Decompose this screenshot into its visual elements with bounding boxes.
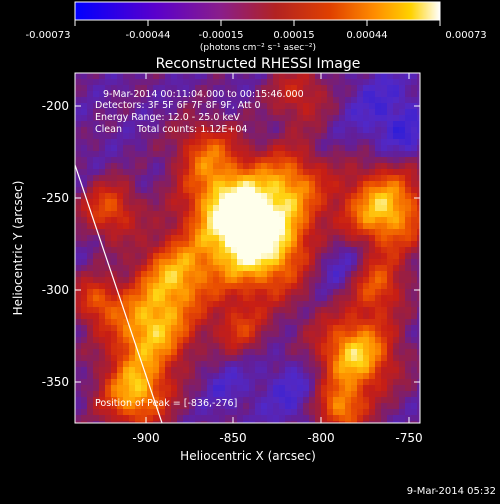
- peak-position: Position of Peak = [-836,-276]: [95, 398, 237, 409]
- x-tick-label: -750: [395, 431, 422, 445]
- x-tick-label: -900: [132, 431, 159, 445]
- colorbar-tick-label: -0.00015: [199, 30, 244, 41]
- time-range: 9-Mar-2014 00:11:04.000 to 00:15:46.000: [103, 89, 304, 100]
- detectors: Detectors: 3F 5F 6F 7F 8F 9F, Att 0: [95, 100, 261, 111]
- colorbar-tick-label: 0.00015: [273, 30, 314, 41]
- timestamp: 9-Mar-2014 05:32: [407, 486, 496, 497]
- image-pixels: [75, 73, 420, 423]
- rhessi-image: [75, 73, 420, 423]
- y-tick-label: -300: [42, 283, 69, 297]
- x-axis-label: Heliocentric X (arcsec): [180, 449, 316, 463]
- image-title: Reconstructed RHESSI Image: [156, 56, 361, 72]
- solar-limb-line: [75, 164, 163, 423]
- y-tick-label: -350: [42, 375, 69, 389]
- clean-counts: Clean Total counts: 1.12E+04: [95, 124, 247, 135]
- colorbar-tick-label: -0.00073: [26, 30, 71, 41]
- colorbar: -0.00073 -0.00044 -0.00015 0.00015 0.000…: [26, 1, 487, 53]
- y-tick-label: -250: [42, 191, 69, 205]
- colorbar-tick-label: 0.00073: [445, 30, 486, 41]
- x-tick-label: -850: [219, 431, 246, 445]
- colorbar-tick-label: -0.00044: [126, 30, 171, 41]
- plot-frame: [74, 72, 421, 424]
- colorbar-gradient: [74, 1, 441, 21]
- x-axis: -900 -850 -800 -750 Heliocentric X (arcs…: [132, 73, 423, 463]
- y-axis-label: Heliocentric Y (arcsec): [11, 181, 25, 316]
- energy-range: Energy Range: 12.0 - 25.0 keV: [95, 112, 240, 123]
- y-tick-label: -200: [42, 99, 69, 113]
- info-block: 9-Mar-2014 00:11:04.000 to 00:15:46.000 …: [95, 89, 304, 135]
- colorbar-units: (photons cm⁻² s⁻¹ asec⁻²): [200, 43, 316, 53]
- colorbar-ticks: [74, 20, 441, 26]
- y-axis: -200 -250 -300 -350 Heliocentric Y (arcs…: [11, 99, 420, 389]
- colorbar-tick-label: 0.00044: [346, 30, 387, 41]
- x-tick-label: -800: [307, 431, 334, 445]
